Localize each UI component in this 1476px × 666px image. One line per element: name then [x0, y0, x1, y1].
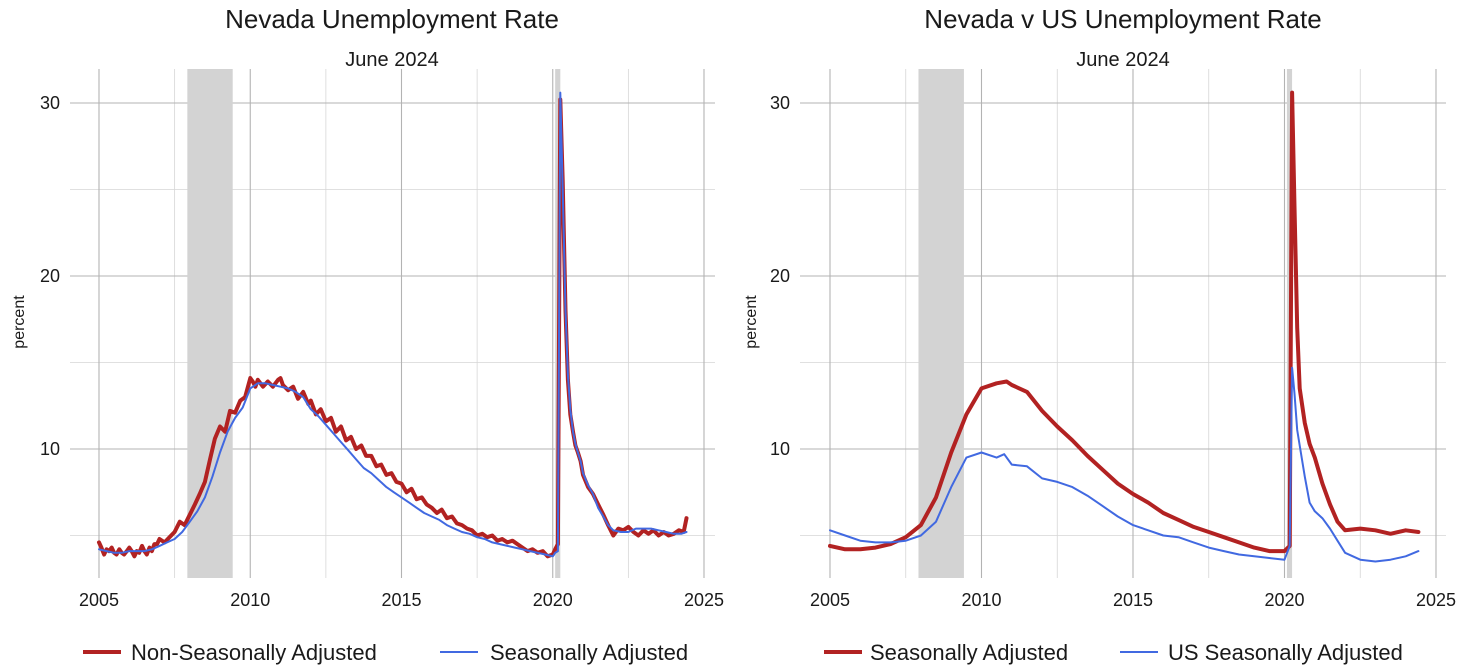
- right-x-tick-label: 2010: [961, 590, 1001, 610]
- right-y-tick-label: 10: [770, 439, 790, 459]
- right-recession-band-1: [918, 69, 964, 578]
- right-series-line-1: [828, 90, 1421, 554]
- left-legend-label-2: Seasonally Adjusted: [490, 640, 688, 665]
- right-x-tick-label: 2020: [1264, 590, 1304, 610]
- left-gridlines: [70, 69, 715, 578]
- right-y-axis-label: percent: [743, 295, 760, 349]
- left-chart-subtitle: June 2024: [345, 49, 438, 71]
- right-x-tick-label: 2005: [810, 590, 850, 610]
- left-recession-band-1: [187, 69, 233, 578]
- right-legend-label-1: Seasonally Adjusted: [870, 640, 1068, 665]
- left-series-line-2: [98, 91, 688, 558]
- right-chart-title: Nevada v US Unemployment Rate: [924, 4, 1321, 34]
- right-x-tick-label: 2015: [1113, 590, 1153, 610]
- right-x-tick-label: 2025: [1416, 590, 1456, 610]
- left-x-tick-label: 2010: [230, 590, 270, 610]
- left-x-tick-label: 2015: [381, 590, 421, 610]
- left-x-tick-label: 2020: [533, 590, 573, 610]
- right-legend-label-2: US Seasonally Adjusted: [1168, 640, 1403, 665]
- left-y-axis-label: percent: [11, 295, 28, 349]
- right-chart-panel: Nevada v US Unemployment Rate June 2024 …: [743, 4, 1456, 665]
- left-y-tick-label: 10: [40, 439, 60, 459]
- right-y-tick-label: 20: [770, 266, 790, 286]
- left-chart-title: Nevada Unemployment Rate: [225, 4, 559, 34]
- left-x-tick-label: 2025: [684, 590, 724, 610]
- right-gridlines: [800, 69, 1446, 578]
- left-chart-panel: Nevada Unemployment Rate June 2024 perce…: [11, 4, 724, 665]
- right-y-tick-label: 30: [770, 93, 790, 113]
- left-y-tick-label: 30: [40, 93, 60, 113]
- left-series-line-1: [97, 97, 689, 559]
- right-chart-subtitle: June 2024: [1076, 49, 1169, 71]
- right-series-line-2: [829, 366, 1420, 563]
- left-y-tick-label: 20: [40, 266, 60, 286]
- left-legend-label-1: Non-Seasonally Adjusted: [131, 640, 377, 665]
- left-x-tick-label: 2005: [79, 590, 119, 610]
